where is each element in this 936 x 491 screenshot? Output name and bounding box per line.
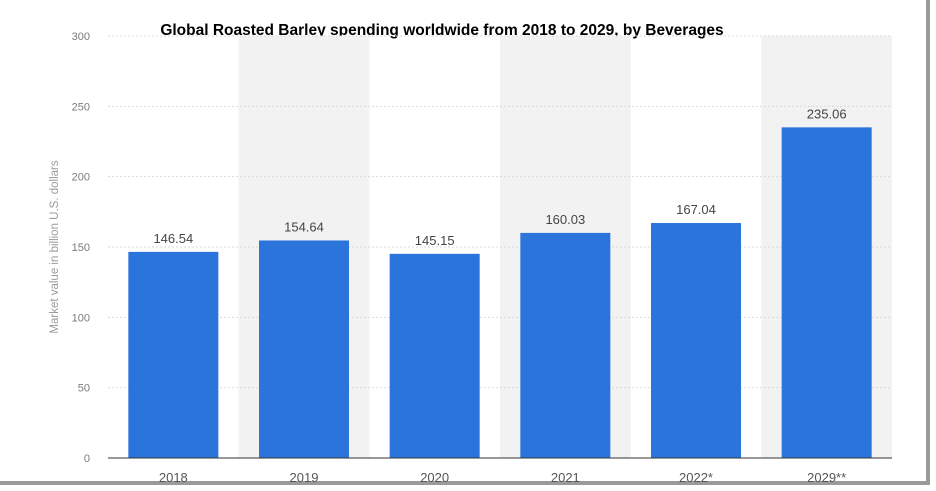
x-tick-label: 2029**: [807, 470, 846, 485]
x-tick-label: 2020: [420, 470, 449, 485]
bar: [520, 232, 611, 458]
y-tick-label: 200: [72, 172, 90, 184]
bar: [128, 251, 219, 458]
y-tick-label: 100: [72, 312, 90, 324]
x-tick-label: 2022*: [679, 470, 713, 485]
data-label: 235.06: [807, 106, 847, 121]
bars: [128, 127, 872, 458]
bar: [781, 127, 872, 458]
bar: [651, 223, 741, 458]
y-tick-label: 0: [84, 453, 90, 465]
y-tick-label: 150: [72, 242, 90, 254]
bar: [259, 240, 349, 458]
gridlines: [108, 35, 892, 389]
bar: [389, 253, 480, 458]
chart-title: Global Roasted Barley spending worldwide…: [160, 22, 724, 39]
x-tick-label: 2019: [290, 470, 319, 485]
y-axis-ticks: 0 50 100 150 200 250 300: [72, 31, 90, 465]
data-label: 160.03: [545, 212, 585, 227]
data-labels: 146.54 154.64 145.15 160.03 167.04 235.06: [153, 106, 846, 247]
data-label: 154.64: [284, 219, 324, 234]
y-tick-label: 300: [72, 31, 90, 43]
x-axis-ticks: 2018 2019 2020 2021 2022* 2029**: [159, 470, 846, 485]
y-tick-label: 50: [78, 383, 90, 395]
x-tick-label: 2021: [551, 470, 580, 485]
y-axis-label: Market value in billion U.S. dollars: [49, 160, 61, 333]
data-label: 167.04: [676, 202, 716, 217]
x-tick-label: 2018: [159, 470, 188, 485]
data-label: 146.54: [153, 231, 193, 246]
data-label: 145.15: [415, 233, 455, 248]
y-tick-label: 250: [72, 101, 90, 113]
